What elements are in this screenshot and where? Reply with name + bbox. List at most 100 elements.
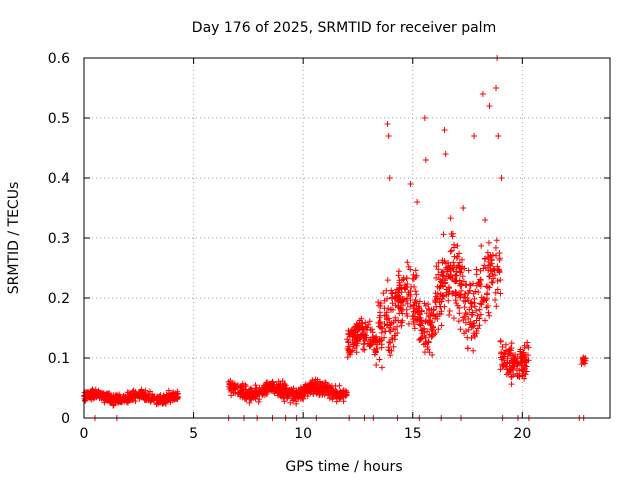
data-point	[447, 267, 454, 274]
data-point	[383, 287, 390, 294]
data-point	[457, 326, 464, 333]
data-point	[425, 339, 432, 346]
data-point	[358, 332, 365, 339]
data-point	[353, 336, 360, 343]
data-point	[342, 392, 349, 399]
data-point	[466, 321, 473, 328]
data-point	[435, 271, 442, 278]
data-point	[446, 312, 453, 319]
data-point	[100, 393, 107, 400]
data-point	[404, 259, 411, 266]
data-point	[344, 354, 351, 361]
data-point	[404, 295, 411, 302]
data-point	[241, 396, 248, 403]
data-point	[310, 391, 317, 398]
data-point	[377, 300, 384, 307]
data-point	[376, 356, 383, 363]
data-point	[448, 247, 455, 254]
data-point	[424, 328, 431, 335]
data-point	[174, 395, 181, 402]
data-point	[300, 384, 307, 391]
data-point	[502, 341, 509, 348]
data-point	[317, 378, 324, 385]
data-point	[494, 286, 501, 293]
y-tick-label: 0.1	[48, 351, 70, 367]
data-point	[381, 297, 388, 304]
data-point	[468, 311, 475, 318]
data-point	[450, 315, 457, 322]
data-point	[432, 329, 439, 336]
data-point	[415, 303, 422, 310]
data-point	[394, 297, 401, 304]
data-point	[284, 391, 291, 398]
data-point	[496, 250, 503, 257]
data-point	[274, 384, 281, 391]
data-point	[373, 361, 380, 368]
data-point	[329, 396, 336, 403]
x-tick-label: 20	[513, 426, 531, 442]
data-point	[237, 387, 244, 394]
data-point	[141, 395, 148, 402]
data-point	[500, 362, 507, 369]
data-point	[521, 375, 528, 382]
data-point	[516, 367, 523, 374]
data-point	[398, 299, 405, 306]
data-point	[340, 398, 347, 405]
data-point	[281, 398, 288, 405]
data-point	[268, 383, 275, 390]
data-point	[447, 215, 454, 222]
data-point	[490, 275, 497, 282]
data-point	[477, 300, 484, 307]
data-point	[407, 181, 414, 187]
data-point	[455, 262, 462, 269]
data-point	[496, 257, 503, 264]
data-point	[370, 338, 377, 345]
data-point	[456, 259, 463, 266]
data-point	[407, 266, 414, 273]
data-point	[151, 395, 158, 402]
data-point	[473, 271, 480, 278]
data-point	[428, 326, 435, 333]
data-point	[388, 347, 395, 354]
data-point	[441, 127, 448, 133]
data-point	[414, 309, 421, 316]
data-point	[259, 391, 266, 398]
data-point	[523, 342, 530, 349]
data-point	[353, 342, 360, 349]
data-point	[487, 252, 494, 259]
data-point	[493, 303, 500, 310]
data-point	[352, 329, 359, 336]
data-point	[493, 85, 500, 91]
data-point	[439, 295, 446, 302]
data-point	[248, 394, 255, 401]
data-point	[467, 318, 474, 325]
data-point	[427, 321, 434, 328]
data-point	[470, 280, 477, 287]
data-point	[239, 380, 246, 387]
data-point	[433, 274, 440, 281]
data-point	[425, 305, 432, 312]
data-point	[448, 230, 455, 237]
data-point	[582, 357, 589, 364]
data-point	[419, 326, 426, 333]
data-point	[293, 398, 300, 405]
data-point	[494, 277, 501, 284]
data-point	[451, 253, 458, 260]
data-point	[470, 290, 477, 297]
data-point	[454, 242, 461, 249]
data-point	[475, 289, 482, 296]
data-point	[418, 327, 425, 334]
data-point	[384, 315, 391, 322]
y-tick-label: 0	[61, 411, 70, 427]
data-point	[471, 133, 478, 139]
x-axis-label: GPS time / hours	[285, 459, 402, 475]
data-point	[466, 287, 473, 294]
data-point	[462, 290, 469, 297]
axis-ticks: 0 5 10 15 20 0 0.1 0.2 0.3 0.4 0.5 0.6	[48, 51, 610, 442]
data-point	[508, 344, 515, 351]
data-point	[461, 304, 468, 311]
data-point	[438, 322, 445, 329]
y-tick-label: 0.6	[48, 51, 70, 67]
data-point	[457, 294, 464, 301]
data-point	[505, 369, 512, 376]
